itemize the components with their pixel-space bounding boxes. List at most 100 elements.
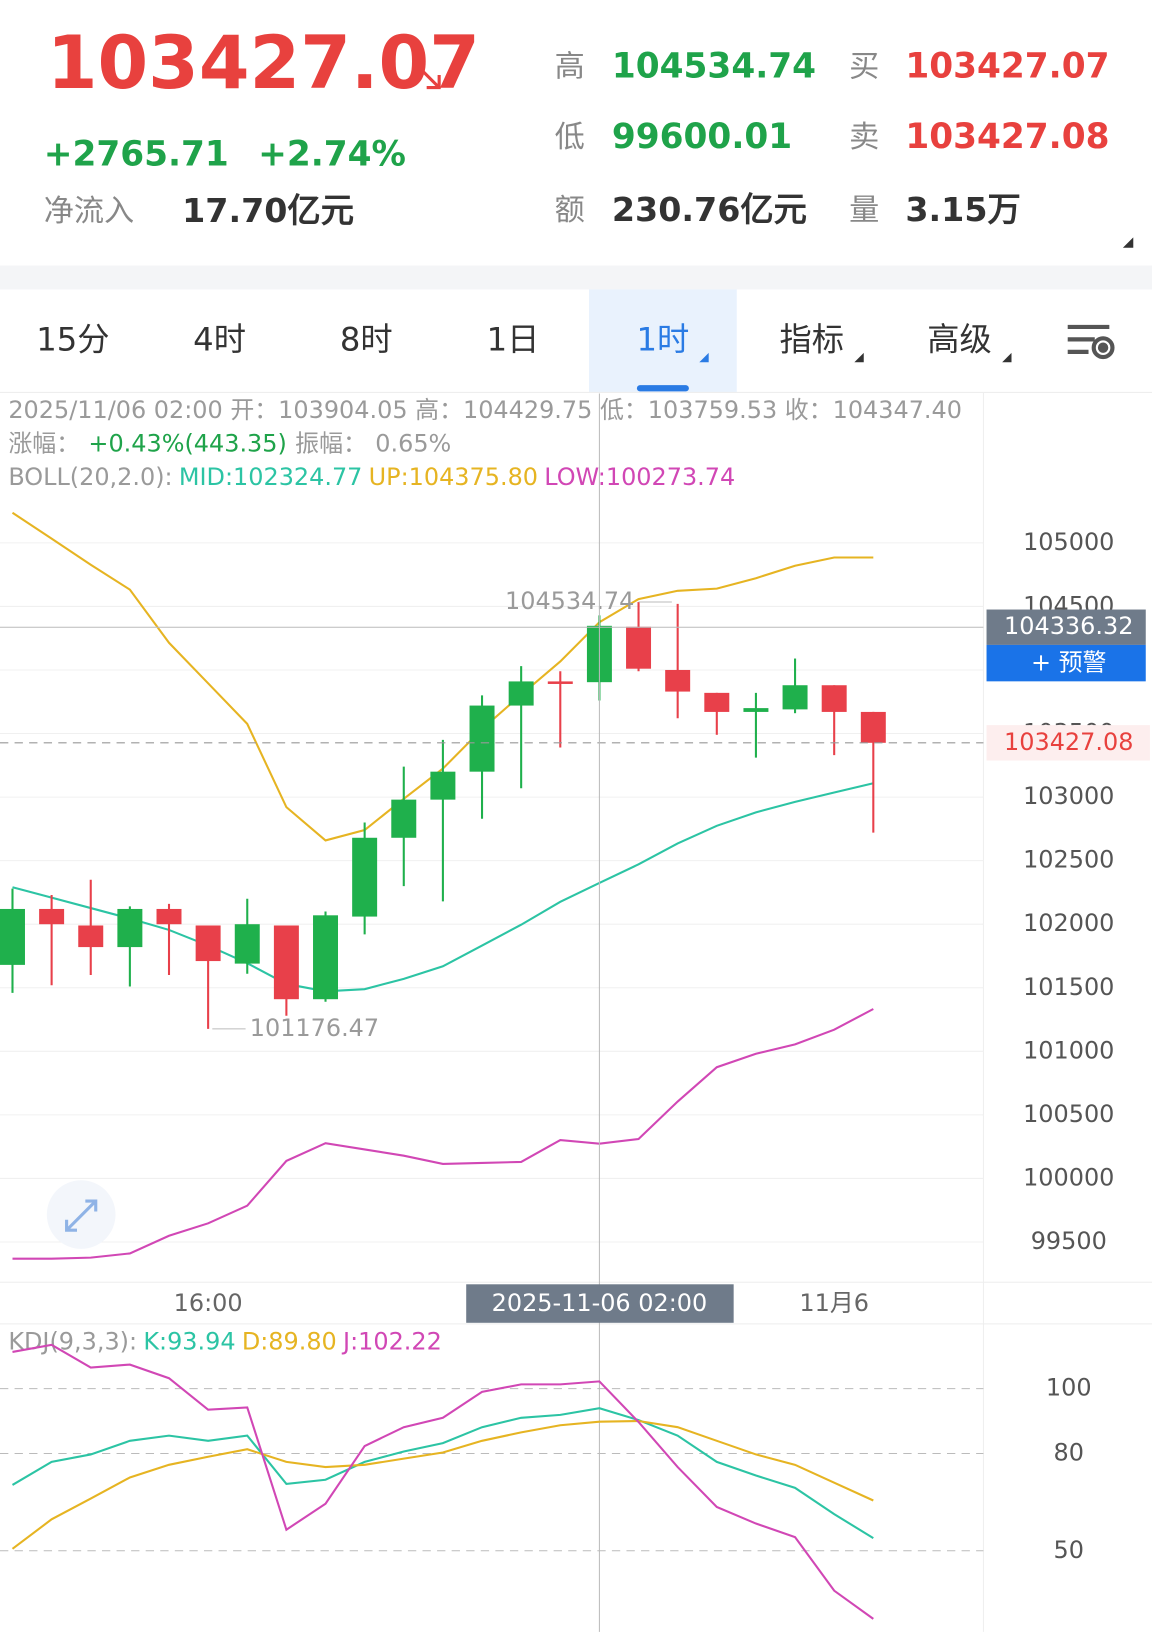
candle-body (430, 771, 456, 800)
y-tick-label: 101000 (1023, 1036, 1114, 1064)
stat-label: 高 (555, 49, 585, 84)
legend-title: BOLL(20,2.0): (8, 463, 172, 491)
y-tick-label: 102000 (1023, 909, 1114, 937)
candle-body (156, 908, 182, 925)
legend: BOLL(20,2.0): MID:102324.77 UP:104375.80 LO… (8, 463, 735, 491)
stats: 高 104534.74 低 99600.01 额 230.76亿元 买 103427.07 卖 1… (555, 46, 1110, 229)
settings-icon[interactable] (1067, 324, 1115, 360)
stat-label: 低 (555, 120, 585, 155)
candle-body (117, 908, 143, 948)
stat-label: 额 (555, 193, 585, 228)
change-percent: +2.74% (258, 135, 406, 175)
candle-body (469, 705, 495, 772)
y-tick-label: 50 (1054, 1536, 1084, 1564)
candle-body (743, 708, 769, 712)
y-tick-label: 99500 (1031, 1227, 1107, 1255)
tab[interactable]: 高级 (927, 320, 992, 358)
separator (0, 265, 1152, 290)
y-tick-label: 103000 (1023, 782, 1114, 810)
info-line: 2025/11/06 02:00 开：103904.05 高：104429.75… (8, 396, 962, 424)
info-segment: 0.65% (375, 429, 451, 457)
legend-title: KDJ(9,3,3): (8, 1328, 137, 1356)
legend-entry: J:102.22 (341, 1328, 442, 1356)
x-tick-label: 16:00 (174, 1289, 243, 1317)
legend-entry: K:93.94 (143, 1328, 235, 1356)
y-tick-label: 100000 (1023, 1163, 1114, 1191)
fullscreen-button[interactable] (46, 1180, 116, 1249)
x-tick-label: 11月6 (799, 1289, 869, 1317)
y-tick-label: 100 (1046, 1374, 1092, 1402)
last-price: 103427.07 (47, 21, 480, 106)
legend-entry: UP:104375.80 (369, 463, 538, 491)
candle-body (547, 681, 573, 684)
y-tick-label: 100500 (1023, 1100, 1114, 1128)
stat-value: 103427.07 (905, 46, 1109, 86)
candle-body (39, 908, 65, 925)
candle-body (782, 685, 808, 710)
y-tick-label: 80 (1054, 1438, 1084, 1466)
stat-value: 104534.74 (612, 46, 816, 86)
active-tab-indicator (636, 385, 689, 392)
indicator-line (12, 782, 874, 993)
alert-button[interactable] (986, 644, 1146, 682)
alert-button-label: + 预警 (1031, 649, 1107, 677)
candle-body (508, 681, 534, 706)
indicator-line (11, 1407, 874, 1540)
candle-body (391, 799, 417, 838)
change: +2765.71 (44, 135, 229, 175)
y-tick-label: 102500 (1023, 846, 1114, 874)
candle-body (195, 925, 221, 962)
last-price-label: 103427.08 (1004, 728, 1133, 756)
crosshair-time-box (466, 1284, 734, 1323)
tab[interactable]: 8时 (340, 320, 393, 358)
y-tick-label: 101500 (1023, 973, 1114, 1001)
last-price-box (986, 725, 1150, 761)
active-tab-bg (589, 289, 737, 393)
stat-label: 量 (849, 193, 879, 228)
candle-body (313, 915, 339, 1000)
high-annotation: 104534.74 (505, 587, 634, 615)
candle-body (0, 908, 25, 965)
stat-value: 3.15万 (905, 190, 1020, 229)
candle-body (821, 685, 847, 712)
legend: KDJ(9,3,3): K:93.94 D:89.80 J:102.22 (8, 1328, 442, 1356)
candle-body (626, 626, 652, 669)
candle-body (704, 692, 730, 712)
low-annotation: 101176.47 (250, 1014, 379, 1042)
stat-value: 230.76亿元 (612, 190, 807, 229)
crosshair-time-label: 2025-11-06 02:00 (492, 1289, 708, 1317)
candle-body (273, 925, 299, 1000)
net-inflow-label: 净流入 (44, 194, 134, 229)
expand-triangle[interactable] (1122, 237, 1134, 248)
candle-body (665, 669, 691, 692)
indicator-line (12, 1008, 874, 1260)
stat-value: 103427.08 (905, 117, 1109, 157)
net-inflow-value: 17.70亿元 (182, 191, 354, 230)
tab[interactable]: 15分 (36, 320, 109, 358)
tab[interactable]: 4时 (193, 320, 246, 358)
stat-label: 买 (849, 49, 879, 84)
y-tick-label: 105000 (1023, 528, 1114, 556)
indicator-line (11, 1419, 874, 1550)
crosshair-price-label: 104336.32 (1004, 612, 1133, 640)
tab[interactable]: 1日 (487, 320, 540, 358)
info-segment: 涨幅： (8, 429, 80, 457)
tab[interactable]: 1时 (637, 320, 690, 358)
legend-entry: LOW:100273.74 (544, 463, 735, 491)
legend-entry: MID:102324.77 (179, 463, 363, 491)
main-chart: 2025/11/06 02:00 开：103904.05 高：104429.75… (0, 393, 1150, 1632)
info-line: 涨幅： +0.43%(443.35) 振幅： 0.65% (8, 429, 451, 457)
stat-value: 99600.01 (612, 117, 792, 157)
indicator-line (12, 1343, 874, 1620)
candle-body (860, 711, 886, 743)
tabs: 15分 4时 8时 1日 1时 指标 高级 (36, 289, 992, 393)
candle-body (352, 837, 378, 917)
stat-label: 卖 (849, 120, 879, 155)
kdj-chart: KDJ(9,3,3): K:93.94 D:89.80 J:102.22 50 80 100 (0, 1328, 1092, 1620)
candle-body (234, 924, 260, 964)
legend-entry: D:89.80 (242, 1328, 337, 1356)
tab[interactable]: 指标 (779, 320, 844, 358)
down-arrow (417, 65, 441, 90)
